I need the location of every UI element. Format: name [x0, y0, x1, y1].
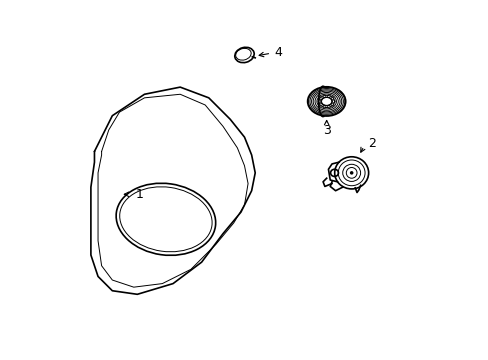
Text: 4: 4: [274, 46, 282, 59]
Text: 3: 3: [322, 124, 330, 137]
Text: 1: 1: [135, 188, 143, 201]
Circle shape: [349, 171, 353, 175]
Text: 2: 2: [367, 137, 375, 150]
